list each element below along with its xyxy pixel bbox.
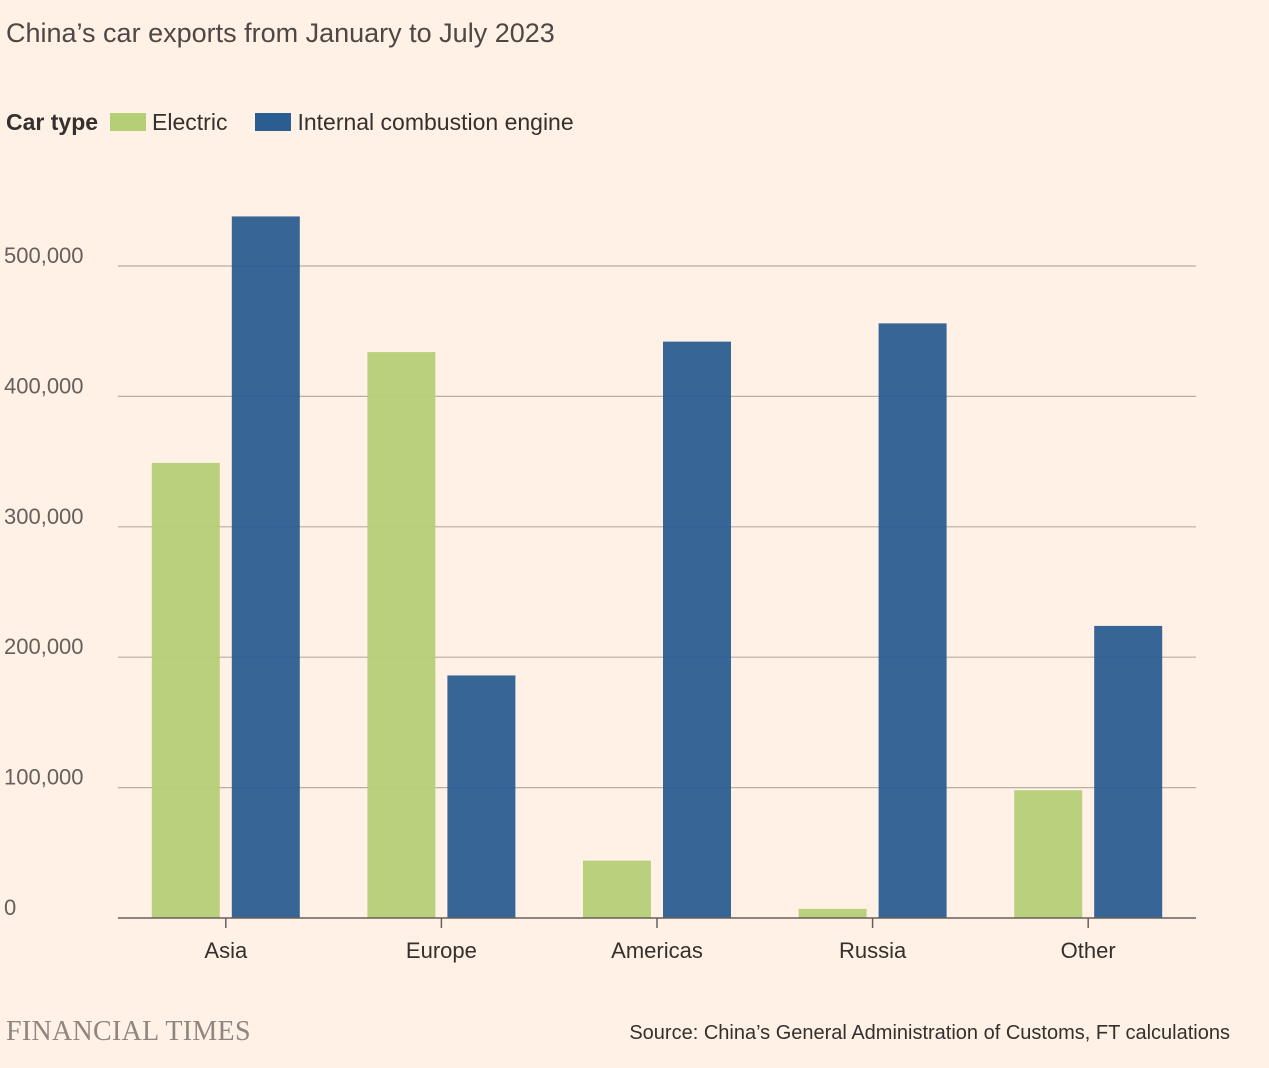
x-tick-label-asia: Asia [204,938,248,963]
legend-label-ice: Internal combustion engine [297,108,574,135]
chart-title: China’s car exports from January to July… [6,18,555,48]
x-tick-label-europe: Europe [406,938,477,963]
legend-swatch-ice [255,113,292,131]
legend-item-ice: Internal combustion engine [255,108,574,136]
legend-title: Car type [6,108,99,135]
x-tick-label-americas: Americas [611,938,703,963]
ft-logo: FINANCIAL TIMES [6,1016,251,1047]
bar-ice-americas [663,341,731,919]
y-tick-label: 0 [4,895,16,920]
legend-label-electric: Electric [152,108,228,135]
bar-electric-russia [798,908,867,918]
y-tick-label: 200,000 [4,634,84,659]
bar-ice-europe [447,675,516,918]
y-tick-label: 500,000 [4,243,84,268]
bar-electric-asia [151,462,220,918]
y-tick-label: 300,000 [4,504,84,529]
x-tick-label-other: Other [1061,938,1116,963]
bar-electric-other [1014,790,1083,918]
bar-ice-asia [231,216,300,918]
y-tick-label: 100,000 [4,765,84,790]
x-tick-label-russia: Russia [839,938,907,963]
y-tick-label: 400,000 [4,373,84,398]
source-note: Source: China’s General Administration o… [629,1022,1230,1044]
bar-ice-russia [878,323,947,919]
bar-electric-americas [583,860,651,918]
legend: Car type Electric Internal combustion en… [6,108,602,136]
legend-item-electric: Electric [110,109,227,136]
legend-swatch-electric [110,113,147,131]
bar-ice-other [1094,625,1163,918]
bar-electric-europe [367,352,436,919]
